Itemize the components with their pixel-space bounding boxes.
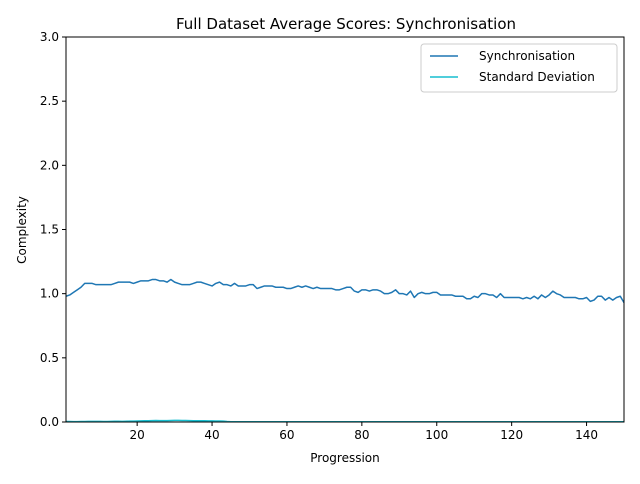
series-line-synchronisation bbox=[65, 278, 625, 304]
axis-layer: 20 40 60 80 100 120 140 0.0 0.5 1.0 1.5 2.0 2.5 3.0 bbox=[40, 30, 625, 442]
x-tick-label: 140 bbox=[575, 428, 598, 442]
legend: Synchronisation Standard Deviation bbox=[420, 43, 618, 93]
x-tick-label: 20 bbox=[130, 428, 145, 442]
y-tick-label: 0.5 bbox=[40, 351, 59, 365]
x-tick-label: 60 bbox=[279, 428, 294, 442]
x-tick-label: 120 bbox=[500, 428, 523, 442]
y-tick-label: 2.5 bbox=[40, 94, 59, 108]
x-tick-label: 80 bbox=[354, 428, 369, 442]
chart-title: Full Dataset Average Scores: Synchronisa… bbox=[176, 15, 516, 33]
x-tick-label: 40 bbox=[204, 428, 219, 442]
y-axis-label: Complexity bbox=[15, 196, 29, 264]
legend-box bbox=[420, 43, 618, 93]
legend-label-standard-deviation: Standard Deviation bbox=[479, 70, 595, 84]
y-tick-label: 0.0 bbox=[40, 415, 59, 429]
y-tick-label: 1.5 bbox=[40, 223, 59, 237]
x-tick-label: 100 bbox=[425, 428, 448, 442]
y-tick-label: 3.0 bbox=[40, 30, 59, 44]
legend-label-synchronisation: Synchronisation bbox=[479, 49, 575, 63]
series-layer bbox=[65, 278, 625, 423]
y-tick-label: 1.0 bbox=[40, 287, 59, 301]
plot-frame bbox=[65, 36, 625, 423]
x-axis-label: Progression bbox=[310, 451, 380, 465]
y-tick-label: 2.0 bbox=[40, 158, 59, 172]
